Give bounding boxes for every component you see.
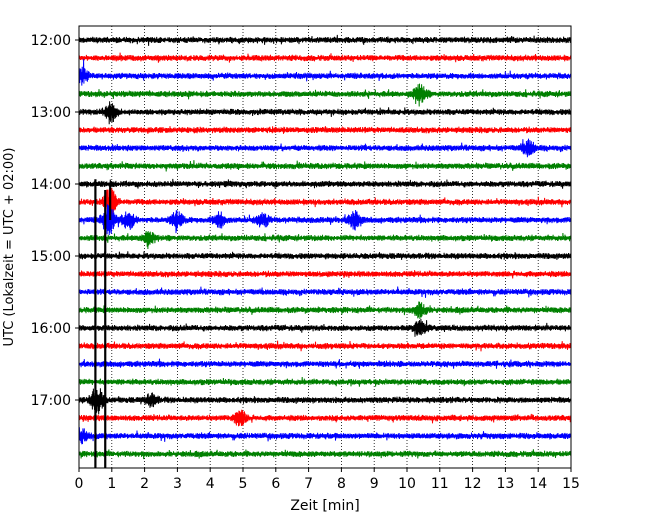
plot-frame [78,25,572,469]
y-tick-label: 16:00 [31,321,71,337]
x-tick-label: 9 [370,476,379,492]
seismic-trace [78,251,572,260]
x-tick-label: 13 [496,476,514,492]
seismic-trace [78,230,572,250]
spike-marks [94,179,112,468]
x-tick-label: 5 [239,476,248,492]
seismic-trace [78,318,572,337]
y-tick-label: 14:00 [31,177,71,193]
seismic-trace [78,286,572,298]
seismic-trace [78,138,572,158]
x-tick-label: 12 [464,476,482,492]
x-tick-label: 8 [337,476,346,492]
seismic-trace [78,160,572,172]
seismic-trace [78,427,572,445]
y-axis-ticks: 12:00 13:00 14:00 15:00 16:00 17:00 [31,33,79,409]
seismic-trace [78,52,572,63]
y-tick-label: 17:00 [31,393,71,409]
y-tick-label: 12:00 [31,33,71,49]
y-tick-label: 15:00 [31,249,71,265]
x-tick-label: 0 [75,476,84,492]
seismic-trace [78,59,572,86]
seismic-trace [78,384,572,415]
seismic-trace [78,409,572,427]
x-tick-label: 11 [431,476,449,492]
y-axis-label: UTC (Lokalzeit = UTC + 02:00) [2,148,17,347]
x-tick-label: 1 [107,476,116,492]
seismic-trace [78,449,572,460]
seismic-trace [78,376,572,387]
seismic-trace [78,186,572,218]
x-axis-ticks: 0 1 2 3 4 5 6 7 8 9 10 11 12 13 14 15 [75,468,580,492]
x-tick-label: 14 [529,476,547,492]
seismic-trace [78,204,572,236]
seismic-trace [78,83,572,107]
seismic-trace [78,101,572,125]
x-tick-label: 7 [304,476,313,492]
x-tick-label: 10 [398,476,416,492]
x-tick-label: 4 [206,476,215,492]
seismic-trace [78,301,572,320]
seismic-trace [78,358,572,369]
x-tick-label: 15 [562,476,580,492]
x-axis-label: Zeit [min] [290,498,359,514]
seismic-trace [78,270,572,279]
x-tick-label: 6 [271,476,280,492]
seismic-trace [78,126,572,134]
seismic-trace [78,178,572,189]
seismic-trace [78,34,572,46]
seismic-trace [78,340,572,352]
x-tick-label: 3 [173,476,182,492]
seismic-traces [78,34,572,460]
x-tick-label: 2 [140,476,149,492]
y-tick-label: 13:00 [31,105,71,121]
